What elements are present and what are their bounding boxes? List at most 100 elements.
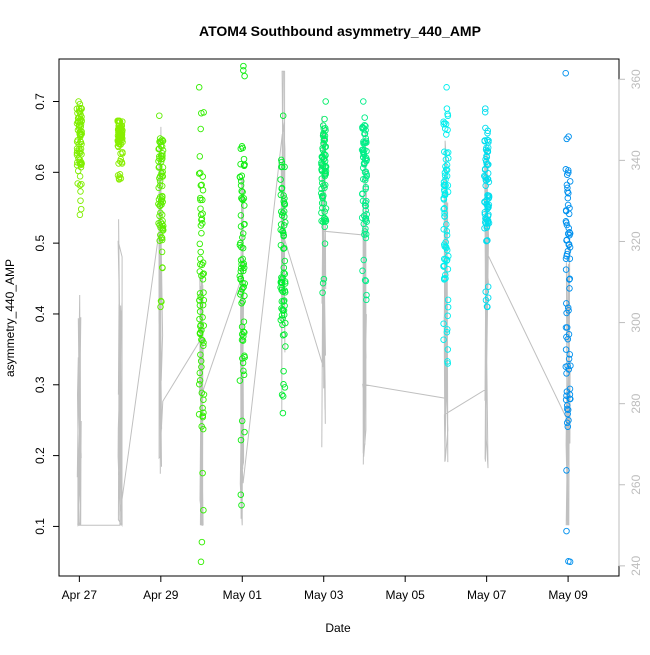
data-point	[281, 257, 289, 265]
data-point	[321, 132, 329, 140]
data-point	[362, 277, 370, 285]
data-point	[441, 148, 448, 156]
data-point	[442, 163, 449, 170]
data-point	[485, 195, 492, 202]
data-point	[564, 406, 572, 414]
data-point	[236, 377, 244, 384]
data-point	[320, 140, 327, 147]
data-point	[75, 105, 83, 112]
data-point	[279, 209, 287, 217]
data-point	[238, 187, 245, 195]
data-point	[443, 172, 451, 180]
data-point	[199, 404, 206, 412]
data-point	[155, 157, 162, 165]
y-tick-label: 0.1	[33, 518, 47, 535]
data-point	[239, 244, 247, 252]
y-tick-label: 0.7	[33, 93, 47, 110]
data-point	[239, 284, 247, 291]
data-point	[442, 120, 450, 128]
data-point	[483, 237, 490, 244]
data-point	[444, 358, 451, 365]
data-point	[441, 188, 448, 195]
data-point	[562, 266, 570, 273]
data-point	[562, 69, 569, 77]
data-point	[199, 196, 206, 204]
data-point	[237, 239, 244, 247]
x-tick-label: May 05	[386, 588, 426, 602]
data-point	[319, 163, 327, 170]
data-point	[74, 159, 81, 166]
data-point	[241, 329, 248, 336]
data-point	[563, 527, 570, 535]
data-point	[360, 256, 368, 264]
data-point	[362, 183, 370, 191]
data-point	[199, 186, 207, 194]
data-point	[444, 126, 451, 134]
data-point	[239, 234, 246, 241]
data-point	[279, 321, 286, 329]
data-point	[565, 355, 573, 363]
data-point	[196, 377, 204, 384]
data-point	[77, 163, 85, 171]
y2-tick-label: 320	[629, 231, 643, 251]
data-point	[197, 322, 204, 330]
data-point	[563, 467, 570, 474]
data-point	[278, 158, 286, 166]
data-point	[240, 62, 247, 70]
data-point	[281, 384, 289, 391]
data-point	[563, 370, 570, 377]
data-point	[318, 175, 326, 182]
data-point	[78, 180, 85, 188]
data-point	[321, 240, 329, 247]
data-point	[565, 133, 572, 140]
data-point	[566, 391, 574, 398]
data-point	[238, 195, 246, 203]
data-point	[159, 264, 166, 271]
data-point	[319, 289, 326, 296]
data-point	[200, 296, 208, 304]
data-point	[565, 331, 573, 338]
data-point	[156, 237, 163, 244]
data-point	[564, 194, 572, 202]
data-point	[485, 161, 492, 168]
data-point	[198, 229, 205, 237]
data-point	[482, 296, 490, 304]
data-point	[440, 336, 447, 343]
data-point	[566, 178, 574, 185]
data-point	[241, 292, 248, 300]
data-point	[200, 342, 207, 349]
data-point	[241, 202, 248, 209]
data-point	[321, 115, 328, 123]
data-point	[361, 231, 368, 238]
data-point	[441, 210, 448, 217]
data-point	[443, 131, 450, 138]
data-point	[483, 303, 491, 310]
data-point	[319, 122, 327, 129]
data-point	[562, 218, 570, 225]
data-point	[363, 296, 370, 304]
data-point	[239, 298, 246, 305]
data-point	[281, 195, 288, 202]
data-point	[481, 137, 488, 144]
data-point	[482, 174, 490, 182]
data-point	[485, 204, 492, 211]
y-tick-label: 0.6	[33, 164, 47, 181]
data-point	[361, 228, 369, 235]
data-point	[78, 160, 85, 167]
data-point	[485, 137, 492, 144]
data-point	[240, 371, 248, 379]
data-point	[196, 369, 204, 377]
data-point	[240, 155, 248, 163]
data-point	[279, 228, 286, 235]
data-point	[564, 423, 572, 430]
data-point	[240, 267, 247, 275]
data-point	[197, 248, 204, 256]
data-point	[197, 194, 204, 202]
data-point	[321, 155, 328, 162]
data-point	[240, 318, 248, 325]
data-point	[196, 290, 204, 297]
data-point	[74, 136, 81, 144]
data-point	[78, 113, 85, 121]
data-point	[277, 191, 285, 199]
data-point	[76, 182, 84, 189]
